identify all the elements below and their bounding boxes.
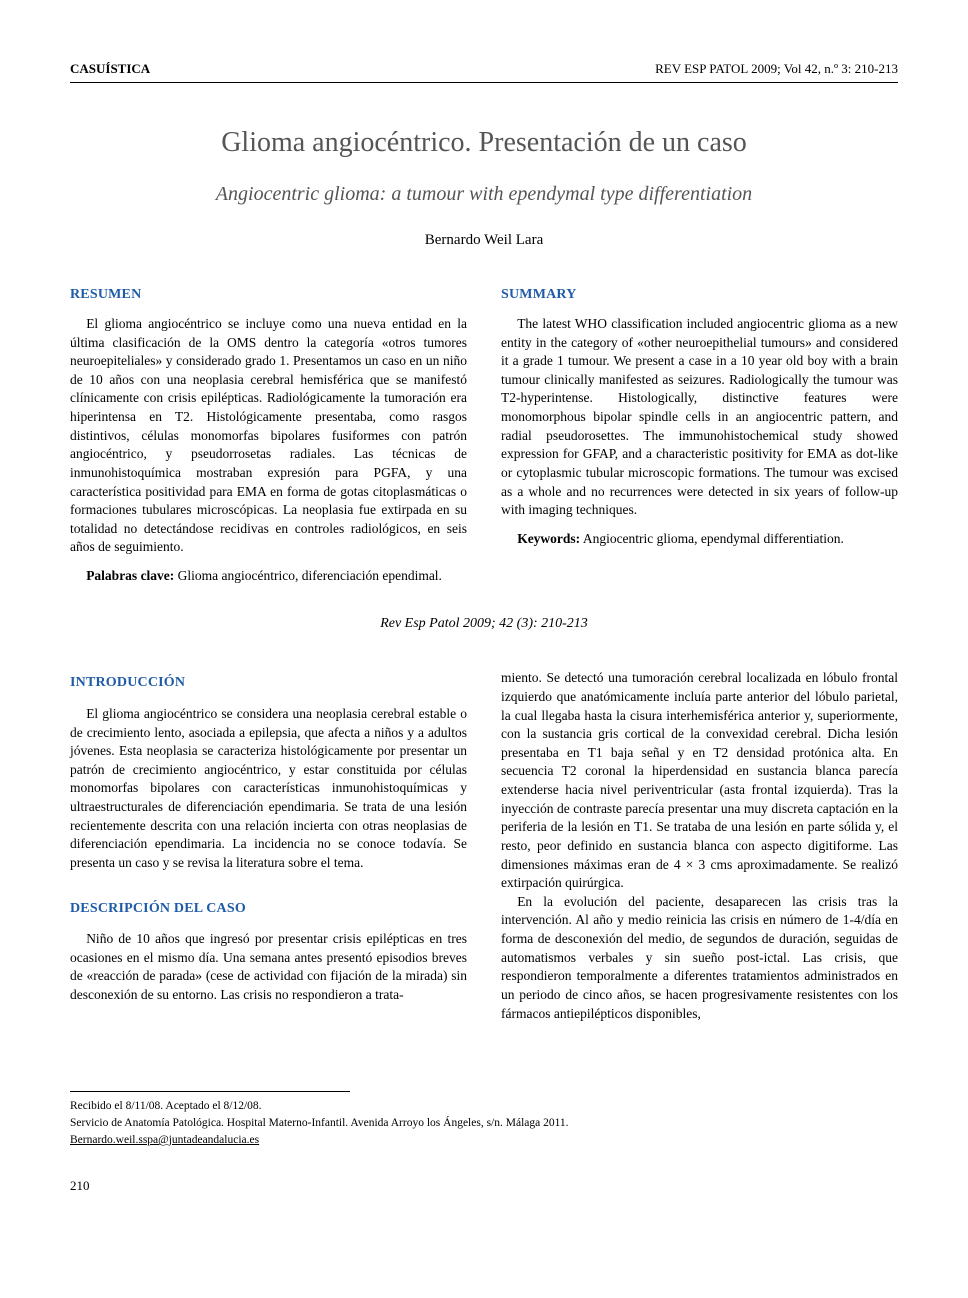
abstract-english-column: SUMMARY The latest WHO classification in… xyxy=(501,285,898,585)
correspondence-email: Bernardo.weil.sspa@juntadeandalucia.es xyxy=(70,1132,898,1149)
article-subtitle: Angiocentric glioma: a tumour with epend… xyxy=(70,180,898,208)
body-right-column: miento. Se detectó una tumoración cerebr… xyxy=(501,669,898,1030)
case-paragraph: Niño de 10 años que ingresó por presenta… xyxy=(70,930,467,1005)
case-description-section: DESCRIPCIÓN DEL CASO Niño de 10 años que… xyxy=(70,899,467,1005)
palabras-clave-text: Glioma angiocéntrico, diferenciación epe… xyxy=(174,568,442,583)
header-rule xyxy=(70,82,898,83)
citation-line: Rev Esp Patol 2009; 42 (3): 210-213 xyxy=(70,614,898,634)
resumen-body: El glioma angiocéntrico se incluye como … xyxy=(70,315,467,557)
introduction-heading: INTRODUCCIÓN xyxy=(70,673,467,693)
footer-block: Recibido el 8/11/08. Aceptado el 8/12/08… xyxy=(70,1098,898,1150)
keywords-text: Angiocentric glioma, ependymal different… xyxy=(580,531,844,546)
abstract-section: RESUMEN El glioma angiocéntrico se inclu… xyxy=(70,285,898,585)
body-right-para2: En la evolución del paciente, desaparece… xyxy=(501,893,898,1023)
body-right-para1: miento. Se detectó una tumoración cerebr… xyxy=(501,669,898,893)
summary-heading: SUMMARY xyxy=(501,285,898,305)
footer-rule xyxy=(70,1091,350,1092)
keywords-label: Keywords: xyxy=(517,531,580,546)
section-label: CASUÍSTICA xyxy=(70,60,150,78)
journal-reference: REV ESP PATOL 2009; Vol 42, n.º 3: 210-2… xyxy=(655,60,898,78)
page-number: 210 xyxy=(70,1177,898,1195)
introduction-paragraph: El glioma angiocéntrico se considera una… xyxy=(70,705,467,873)
running-header: CASUÍSTICA REV ESP PATOL 2009; Vol 42, n… xyxy=(70,60,898,78)
author-name: Bernardo Weil Lara xyxy=(70,230,898,251)
abstract-spanish-column: RESUMEN El glioma angiocéntrico se inclu… xyxy=(70,285,467,585)
palabras-clave-label: Palabras clave: xyxy=(86,568,174,583)
case-heading: DESCRIPCIÓN DEL CASO xyxy=(70,899,467,919)
keywords: Keywords: Angiocentric glioma, ependymal… xyxy=(501,530,898,549)
palabras-clave: Palabras clave: Glioma angiocéntrico, di… xyxy=(70,567,467,586)
resumen-heading: RESUMEN xyxy=(70,285,467,305)
introduction-section: INTRODUCCIÓN El glioma angiocéntrico se … xyxy=(70,673,467,872)
summary-body: The latest WHO classification included a… xyxy=(501,315,898,520)
body-left-column: INTRODUCCIÓN El glioma angiocéntrico se … xyxy=(70,669,467,1030)
body-text-section: INTRODUCCIÓN El glioma angiocéntrico se … xyxy=(70,669,898,1030)
affiliation: Servicio de Anatomía Patológica. Hospita… xyxy=(70,1115,898,1132)
article-title: Glioma angiocéntrico. Presentación de un… xyxy=(70,123,898,162)
received-accepted: Recibido el 8/11/08. Aceptado el 8/12/08… xyxy=(70,1098,898,1115)
